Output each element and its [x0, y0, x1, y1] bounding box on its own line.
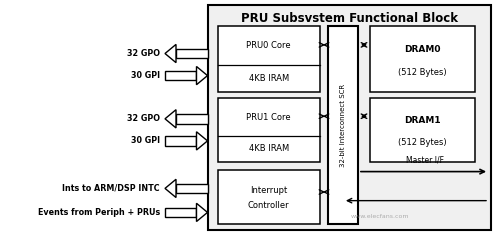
Text: Interrupt: Interrupt	[250, 186, 288, 195]
Text: 4KB IRAM: 4KB IRAM	[248, 144, 289, 153]
Text: DRAM1: DRAM1	[404, 116, 441, 125]
Polygon shape	[165, 179, 176, 198]
Polygon shape	[176, 184, 208, 193]
Text: 32 GPO: 32 GPO	[127, 49, 160, 58]
Text: PRU Subsvstem Functional Block: PRU Subsvstem Functional Block	[241, 12, 458, 24]
Text: 4KB IRAM: 4KB IRAM	[248, 74, 289, 83]
Text: www.elecfans.com: www.elecfans.com	[351, 214, 409, 218]
Text: PRU1 Core: PRU1 Core	[246, 113, 291, 121]
Text: 30 GPI: 30 GPI	[131, 71, 160, 80]
Bar	[208, 5, 492, 230]
Text: DRAM0: DRAM0	[404, 45, 441, 54]
Text: Controller: Controller	[248, 201, 290, 210]
Text: Ints to ARM/DSP INTC: Ints to ARM/DSP INTC	[62, 184, 160, 193]
Text: 32 GPO: 32 GPO	[127, 114, 160, 123]
Polygon shape	[196, 203, 207, 222]
Bar	[328, 26, 358, 224]
Text: Events from Periph + PRUs: Events from Periph + PRUs	[38, 208, 160, 217]
Polygon shape	[196, 66, 207, 85]
Text: 30 GPI: 30 GPI	[131, 136, 160, 145]
Bar	[370, 26, 475, 92]
Polygon shape	[165, 44, 176, 63]
Text: 32-bit Interconnect SCR: 32-bit Interconnect SCR	[340, 84, 346, 167]
Text: PRU0 Core: PRU0 Core	[246, 41, 291, 50]
Text: (512 Bytes): (512 Bytes)	[398, 68, 447, 77]
Bar	[218, 26, 320, 92]
Polygon shape	[196, 132, 207, 150]
Bar	[218, 98, 320, 162]
Polygon shape	[165, 208, 196, 217]
Bar	[370, 98, 475, 162]
Polygon shape	[165, 71, 196, 80]
Bar	[218, 170, 320, 224]
Polygon shape	[165, 136, 196, 146]
Polygon shape	[176, 114, 208, 124]
Polygon shape	[176, 49, 208, 58]
Polygon shape	[165, 110, 176, 128]
Text: (512 Bytes): (512 Bytes)	[398, 138, 447, 147]
Text: Master I/F: Master I/F	[406, 156, 444, 165]
